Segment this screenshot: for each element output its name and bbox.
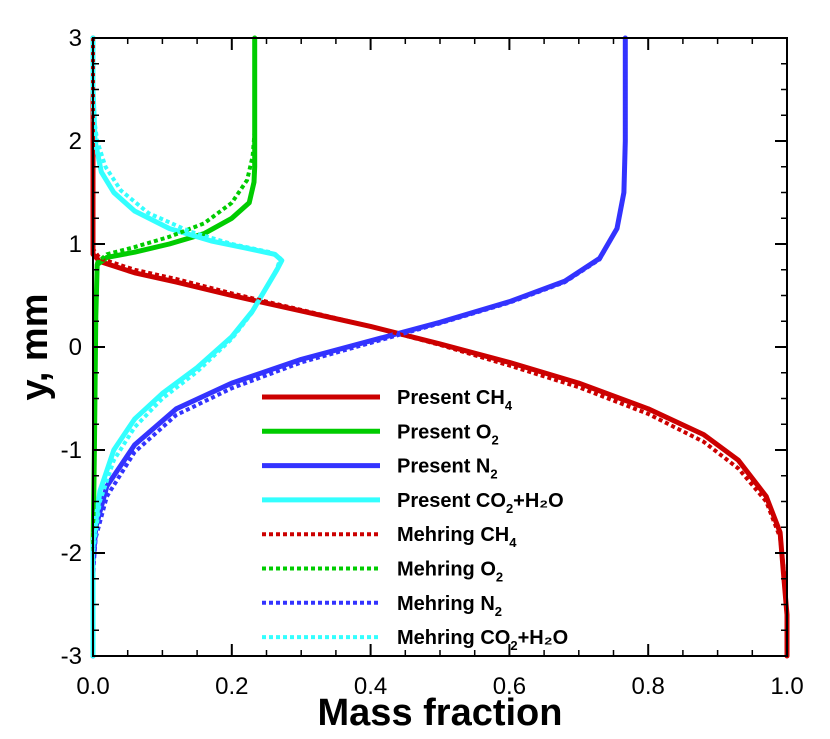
series-line-mehring-n2 xyxy=(91,38,628,656)
x-axis-title: Mass fraction xyxy=(318,692,563,734)
legend: Present CH4 Present O2 Present N2 Present C… xyxy=(262,387,568,653)
x-tick-label: 0.8 xyxy=(632,673,665,700)
series-line-present-o2 xyxy=(90,35,258,659)
y-tick-label: 2 xyxy=(69,128,82,155)
legend-label-present-co2-h2o: Present CO2+H₂O xyxy=(397,490,564,516)
x-tick-label: 1.0 xyxy=(770,673,803,700)
y-tick-label: 1 xyxy=(69,231,82,258)
series-layer xyxy=(90,35,790,659)
y-tick-label: -1 xyxy=(61,437,82,464)
y-tick-label: -2 xyxy=(61,540,82,567)
series-line-present-n2 xyxy=(90,35,628,659)
y-tick-label: -3 xyxy=(61,643,82,670)
x-tick-label: 0.2 xyxy=(215,673,248,700)
x-tick-label: 0.0 xyxy=(76,673,109,700)
series-line-mehring-co2-h2o xyxy=(91,38,283,656)
legend-label-present-n2: Present N2 xyxy=(397,456,498,482)
legend-label-mehring-co2-h2o: Mehring CO2+H₂O xyxy=(397,627,568,653)
x-tick-label: 0.4 xyxy=(354,673,387,700)
legend-label-present-o2: Present O2 xyxy=(397,421,499,447)
legend-label-mehring-ch4: Mehring CH4 xyxy=(397,524,517,550)
y-axis-title: y, mm xyxy=(14,293,56,400)
y-tick-label: 0 xyxy=(69,334,82,361)
legend-label-mehring-o2: Mehring O2 xyxy=(397,559,503,585)
legend-label-mehring-n2: Mehring N2 xyxy=(397,593,502,619)
ticks-layer: 0.0 0.2 0.4 0.6 0.8 1.0 3 2 1 0 -1 -2 -3 xyxy=(61,25,804,700)
series-line-mehring-ch4 xyxy=(91,38,789,656)
series-line-mehring-o2 xyxy=(91,115,257,656)
x-tick-label: 0.6 xyxy=(493,673,526,700)
y-tick-label: 3 xyxy=(69,25,82,52)
legend-label-present-ch4: Present CH4 xyxy=(397,387,513,413)
